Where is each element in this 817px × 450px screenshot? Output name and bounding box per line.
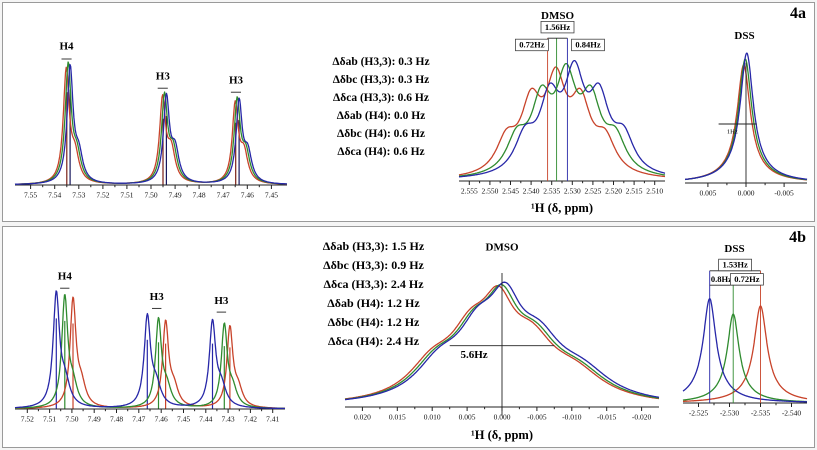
delta-line: Δδbc (H4): 1.2 Hz bbox=[327, 315, 420, 329]
svg-text:0.010: 0.010 bbox=[424, 413, 441, 422]
subplot-4b-aromatic: 7.52 7.51 7.50 7.49 7.48 7.47 7.46 7.45 7.44 7.43… bbox=[14, 270, 286, 424]
delta-line: Δδca (H3,3): 2.4 Hz bbox=[323, 277, 424, 291]
svg-text:H3: H3 bbox=[214, 295, 229, 307]
svg-text:DSS: DSS bbox=[724, 243, 744, 255]
svg-text:-0.020: -0.020 bbox=[632, 413, 652, 422]
svg-text:-0.005: -0.005 bbox=[774, 189, 794, 198]
delta-line: Δδca (H4): 2.4 Hz bbox=[327, 334, 420, 348]
svg-text:-0.010: -0.010 bbox=[562, 413, 582, 422]
svg-text:DMSO: DMSO bbox=[541, 10, 574, 22]
svg-text:H4: H4 bbox=[59, 41, 74, 53]
svg-text:-2.525: -2.525 bbox=[689, 409, 709, 418]
svg-text:7.45: 7.45 bbox=[265, 191, 278, 200]
svg-text:0.015: 0.015 bbox=[389, 413, 406, 422]
svg-text:DMSO: DMSO bbox=[486, 241, 519, 253]
subplot-4a-dmso: 2.555 2.550 2.545 2.540 2.535 2.530 2.525 2.520… bbox=[458, 10, 666, 196]
svg-text:7.49: 7.49 bbox=[169, 191, 182, 200]
delta-line: Δδab (H3,3): 0.3 Hz bbox=[332, 56, 430, 68]
svg-text:1.53Hz: 1.53Hz bbox=[722, 260, 747, 270]
panel-label-4a: 4a bbox=[790, 5, 806, 22]
panel-label-4b: 4b bbox=[789, 229, 806, 246]
svg-text:1.56Hz: 1.56Hz bbox=[545, 22, 570, 32]
svg-text:7.53: 7.53 bbox=[72, 191, 85, 200]
svg-text:7.47: 7.47 bbox=[217, 191, 230, 200]
svg-text:7.52: 7.52 bbox=[96, 191, 109, 200]
svg-text:7.48: 7.48 bbox=[193, 191, 206, 200]
svg-text:H4: H4 bbox=[58, 270, 73, 282]
svg-text:2.555: 2.555 bbox=[461, 187, 478, 196]
svg-text:7.55: 7.55 bbox=[24, 191, 37, 200]
svg-text:0.005: 0.005 bbox=[459, 413, 476, 422]
coupling-annotations-4a: Δδab (H3,3): 0.3 Hz Δδbc (H3,3): 0.3 Hz … bbox=[297, 53, 465, 161]
delta-line: Δδca (H4): 0.6 Hz bbox=[337, 146, 425, 158]
delta-line: Δδbc (H3,3): 0.3 Hz bbox=[332, 74, 430, 86]
svg-text:0.72Hz: 0.72Hz bbox=[519, 40, 544, 50]
svg-text:DSS: DSS bbox=[734, 30, 754, 42]
svg-text:0.8Hz: 0.8Hz bbox=[711, 274, 732, 284]
svg-text:7.46: 7.46 bbox=[155, 415, 168, 424]
delta-line: Δδca (H3,3): 0.6 Hz bbox=[333, 92, 429, 104]
svg-text:7.49: 7.49 bbox=[88, 415, 101, 424]
subplot-4a-aromatic: 7.55 7.54 7.53 7.52 7.51 7.50 7.49 7.48 7.47 7.46… bbox=[14, 41, 288, 200]
svg-text:2.510: 2.510 bbox=[646, 187, 663, 196]
svg-text:0.000: 0.000 bbox=[494, 413, 511, 422]
svg-text:7.44: 7.44 bbox=[199, 415, 212, 424]
svg-text:2.515: 2.515 bbox=[626, 187, 643, 196]
coupling-annotations-4b: Δδab (H3,3): 1.5 Hz Δδbc (H3,3): 0.9 Hz … bbox=[286, 237, 461, 351]
svg-text:0.000: 0.000 bbox=[738, 189, 755, 198]
subplot-4b-dss: -2.525 -2.530 -2.535 -2.540 DSS 1.53Hz 0.8Hz 0.… bbox=[682, 243, 808, 418]
svg-text:0.84Hz: 0.84Hz bbox=[575, 40, 600, 50]
delta-line: Δδab (H3,3): 1.5 Hz bbox=[322, 239, 425, 253]
svg-text:H3: H3 bbox=[156, 71, 171, 83]
x-axis-label-4b: ¹H (δ, ppm) bbox=[471, 428, 533, 442]
svg-text:7.51: 7.51 bbox=[43, 415, 56, 424]
delta-line: Δδab (H4): 0.0 Hz bbox=[336, 110, 426, 122]
svg-text:0.72Hz: 0.72Hz bbox=[734, 274, 759, 284]
svg-text:2.535: 2.535 bbox=[543, 187, 560, 196]
svg-text:7.48: 7.48 bbox=[110, 415, 123, 424]
svg-text:2.550: 2.550 bbox=[481, 187, 498, 196]
svg-text:H3: H3 bbox=[229, 75, 244, 87]
svg-text:7.42: 7.42 bbox=[244, 415, 257, 424]
svg-text:1Hz: 1Hz bbox=[727, 128, 738, 135]
panel-4a: 7.55 7.54 7.53 7.52 7.51 7.50 7.49 7.48 7.47 7.46… bbox=[2, 2, 815, 222]
svg-text:H3: H3 bbox=[150, 291, 165, 303]
svg-text:7.50: 7.50 bbox=[144, 191, 157, 200]
svg-text:-0.015: -0.015 bbox=[597, 413, 617, 422]
svg-text:7.43: 7.43 bbox=[222, 415, 235, 424]
panel-4b: 7.52 7.51 7.50 7.49 7.48 7.47 7.46 7.45 7.44 7.43… bbox=[2, 226, 815, 448]
svg-text:5.6Hz: 5.6Hz bbox=[460, 349, 487, 361]
svg-text:2.545: 2.545 bbox=[502, 187, 519, 196]
svg-text:7.50: 7.50 bbox=[65, 415, 78, 424]
svg-text:7.54: 7.54 bbox=[48, 191, 61, 200]
x-axis-label-4a: ¹H (δ, ppm) bbox=[531, 201, 593, 215]
svg-text:7.45: 7.45 bbox=[177, 415, 190, 424]
svg-text:-2.540: -2.540 bbox=[782, 409, 802, 418]
svg-text:7.41: 7.41 bbox=[266, 415, 279, 424]
delta-line: Δδab (H4): 1.2 Hz bbox=[327, 296, 420, 310]
svg-text:7.51: 7.51 bbox=[120, 191, 133, 200]
svg-text:7.47: 7.47 bbox=[132, 415, 145, 424]
svg-text:2.525: 2.525 bbox=[584, 187, 601, 196]
svg-text:7.46: 7.46 bbox=[241, 191, 254, 200]
svg-text:0.005: 0.005 bbox=[699, 189, 716, 198]
svg-text:2.540: 2.540 bbox=[523, 187, 540, 196]
svg-text:7.52: 7.52 bbox=[21, 415, 34, 424]
delta-line: Δδbc (H3,3): 0.9 Hz bbox=[323, 258, 424, 272]
svg-text:-2.530: -2.530 bbox=[720, 409, 740, 418]
svg-text:2.520: 2.520 bbox=[605, 187, 622, 196]
subplot-4b-dmso: 0.020 0.015 0.010 0.005 0.000 -0.005 -0.010 -0.… bbox=[344, 241, 660, 422]
svg-text:-2.535: -2.535 bbox=[751, 409, 771, 418]
svg-text:2.530: 2.530 bbox=[564, 187, 581, 196]
svg-text:0.020: 0.020 bbox=[354, 413, 371, 422]
delta-line: Δδbc (H4): 0.6 Hz bbox=[337, 128, 425, 140]
svg-text:-0.005: -0.005 bbox=[527, 413, 547, 422]
subplot-4a-dss: 0.005 0.000 -0.005 DSS 1Hz bbox=[684, 30, 808, 198]
